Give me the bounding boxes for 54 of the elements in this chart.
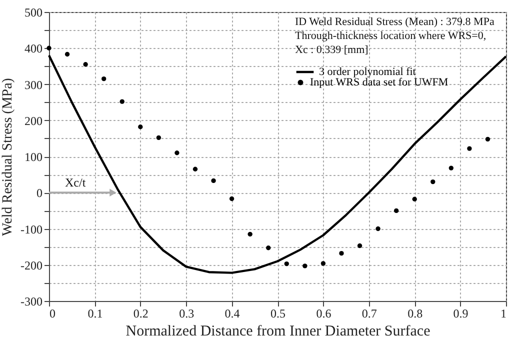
point [248,232,252,237]
y-axis-title: Weld Residual Stress (MPa) [0,78,16,236]
annotation: ID Weld Residual Stress (Mean) : 379.8 MPa [295,16,494,28]
y-tick-label: 400 [24,42,42,56]
x-tick-label: 1 [500,306,506,320]
legend-label: Input WRS data set for UWFM [310,76,448,88]
point [83,62,88,67]
x-tick-label: 0 [50,306,56,320]
point [448,166,454,170]
x-tick-label: 0.9 [453,306,468,320]
annotation: Xc/t [65,176,86,190]
annotation: Through-thickness location where WRS=0, [295,30,486,42]
point [467,146,472,151]
point [376,226,380,232]
annotation: Xc : 0.339 [mm] [295,44,368,56]
y-tick-label: 200 [24,114,42,128]
x-tick-label: 0.2 [133,306,148,320]
point [266,246,271,250]
point [412,196,417,202]
line-series [48,54,508,274]
x-tick-label: 0.3 [179,306,194,320]
x-tick-label: 0.4 [224,306,240,320]
y-tick-label: -300 [20,294,42,308]
point [320,261,326,266]
point [174,150,180,156]
point [156,135,162,140]
point [357,243,362,248]
y-tick-label: 0 [36,186,42,200]
point [430,179,436,184]
point [138,124,143,130]
point [339,250,344,256]
point [211,178,216,184]
y-tick-label: -200 [20,258,42,272]
x-axis-title: Normalized Distance from Inner Diameter Surface [126,324,431,340]
y-tick-label: 100 [24,150,42,164]
point [394,208,399,214]
point [229,196,234,202]
x-tick-label: 0.5 [270,306,286,320]
x-tick-label: 0.7 [362,306,377,320]
point [192,166,198,172]
y-tick-label: -100 [20,222,42,236]
point [46,46,52,50]
x-tick-label: 0.1 [88,306,103,320]
legend-label: 3 order polynomial fit [319,66,416,78]
point [120,99,124,104]
x-tick-label: 0.8 [408,306,423,320]
x-tick-label: 0.6 [316,306,332,320]
point [284,261,289,266]
y-tick-label: 300 [24,78,42,92]
point [485,136,490,142]
y-tick-label: 500 [24,6,42,20]
point [302,264,308,268]
point [101,76,106,82]
point [64,52,70,57]
